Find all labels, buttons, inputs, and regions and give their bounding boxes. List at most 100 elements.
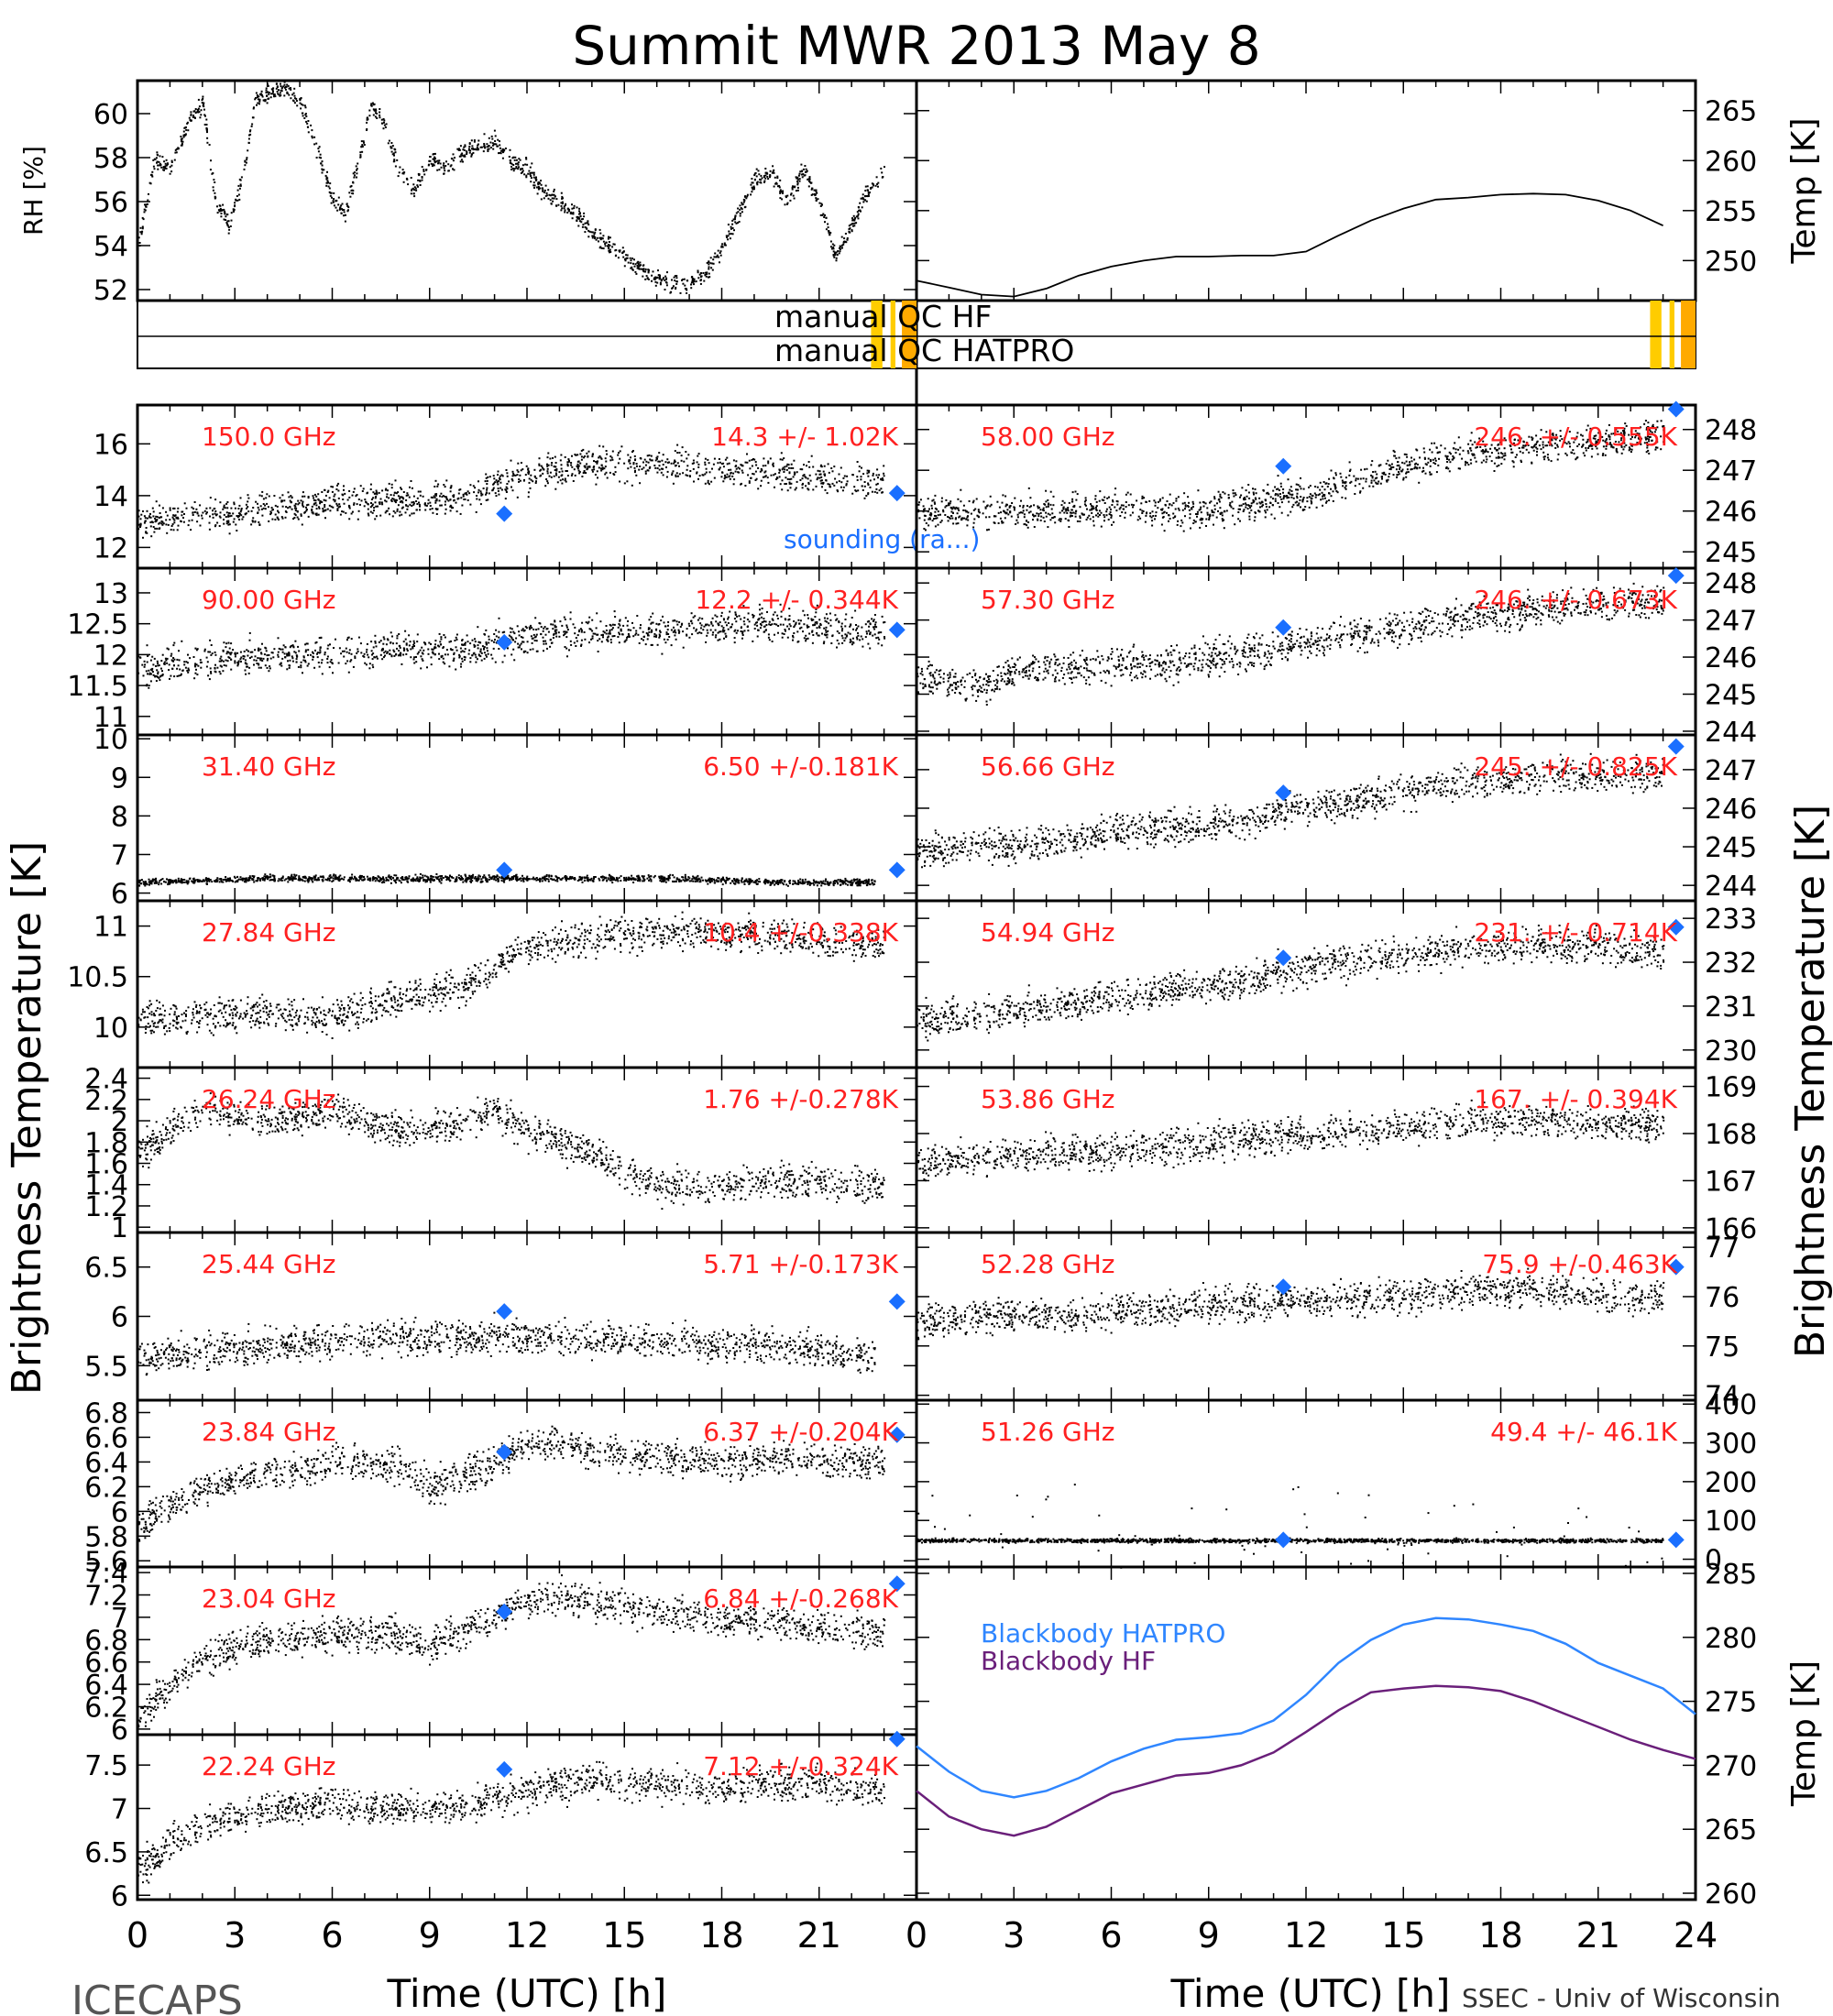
data-point: [463, 149, 466, 151]
data-point: [445, 165, 447, 167]
data-point: [763, 457, 765, 460]
data-point: [220, 665, 223, 668]
data-point: [570, 643, 573, 646]
data-point: [586, 222, 588, 225]
data-point: [588, 628, 591, 630]
data-point: [877, 477, 879, 479]
data-point: [307, 131, 310, 134]
data-point: [873, 625, 876, 628]
data-point: [582, 224, 585, 226]
data-point: [255, 659, 258, 662]
data-point: [364, 499, 367, 501]
data-point: [790, 193, 792, 196]
data-point: [379, 498, 382, 500]
data-point: [242, 657, 245, 660]
data-point: [790, 192, 793, 195]
data-point: [866, 620, 869, 623]
data-point: [672, 880, 674, 882]
data-point: [402, 498, 405, 500]
data-point: [327, 644, 330, 647]
data-point: [379, 503, 381, 505]
data-point: [340, 204, 343, 207]
data-point: [743, 630, 746, 632]
data-point: [493, 477, 496, 480]
data-point: [347, 504, 350, 507]
data-point: [163, 661, 166, 663]
data-point: [261, 514, 264, 517]
data-point: [673, 630, 675, 632]
data-point: [279, 663, 281, 666]
data-point: [601, 633, 604, 636]
data-point: [724, 474, 726, 477]
data-point: [236, 652, 239, 654]
data-point: [807, 488, 810, 491]
data-point: [274, 504, 277, 507]
data-point: [493, 633, 496, 635]
data-point: [686, 289, 688, 291]
data-point: [759, 178, 761, 181]
data-point: [640, 268, 642, 270]
data-point: [795, 487, 797, 489]
data-point: [172, 529, 175, 531]
data-point: [819, 214, 822, 216]
data-point: [524, 474, 527, 477]
data-point: [820, 482, 823, 485]
data-point: [874, 621, 877, 624]
data-point: [151, 655, 154, 658]
data-point: [644, 472, 647, 475]
data-point: [267, 657, 269, 660]
data-point: [765, 624, 768, 626]
data-point: [469, 149, 472, 152]
data-point: [169, 507, 171, 509]
data-point: [180, 674, 182, 676]
data-point: [321, 673, 324, 675]
data-point: [237, 508, 240, 509]
data-point: [391, 498, 394, 500]
data-point: [332, 486, 335, 488]
data-point: [170, 674, 172, 677]
data-point: [202, 104, 204, 107]
data-point: [673, 619, 675, 622]
data-point: [728, 230, 730, 233]
data-point: [638, 265, 641, 268]
data-point: [171, 523, 174, 526]
data-point: [875, 176, 878, 179]
data-point: [289, 499, 291, 502]
data-point: [741, 482, 742, 485]
data-point: [258, 494, 261, 497]
data-point: [259, 666, 262, 669]
data-point: [369, 483, 372, 486]
data-point: [233, 503, 236, 506]
data-point: [788, 628, 790, 630]
data-point: [137, 236, 140, 239]
data-point: [202, 511, 204, 514]
data-point: [865, 195, 868, 197]
data-point: [411, 501, 413, 504]
data-point: [374, 641, 377, 644]
data-point: [479, 641, 482, 644]
data-point: [715, 634, 718, 637]
data-point: [528, 170, 531, 172]
data-point: [687, 454, 690, 456]
data-point: [208, 678, 211, 681]
data-point: [226, 507, 229, 509]
data-point: [147, 654, 149, 657]
data-point: [295, 654, 298, 657]
data-point: [281, 657, 284, 660]
data-point: [332, 201, 335, 203]
data-point: [784, 466, 786, 468]
data-point: [434, 653, 436, 656]
data-point: [552, 623, 554, 626]
data-point: [690, 620, 693, 622]
data-point: [609, 471, 611, 474]
data-point: [213, 880, 215, 882]
data-point: [423, 649, 425, 652]
data-point: [571, 203, 573, 206]
data-point: [278, 519, 280, 520]
data-point: [228, 657, 231, 659]
data-point: [434, 152, 436, 155]
data-point: [406, 492, 409, 495]
data-point: [718, 468, 720, 471]
data-point: [454, 640, 456, 641]
data-point: [575, 637, 577, 640]
